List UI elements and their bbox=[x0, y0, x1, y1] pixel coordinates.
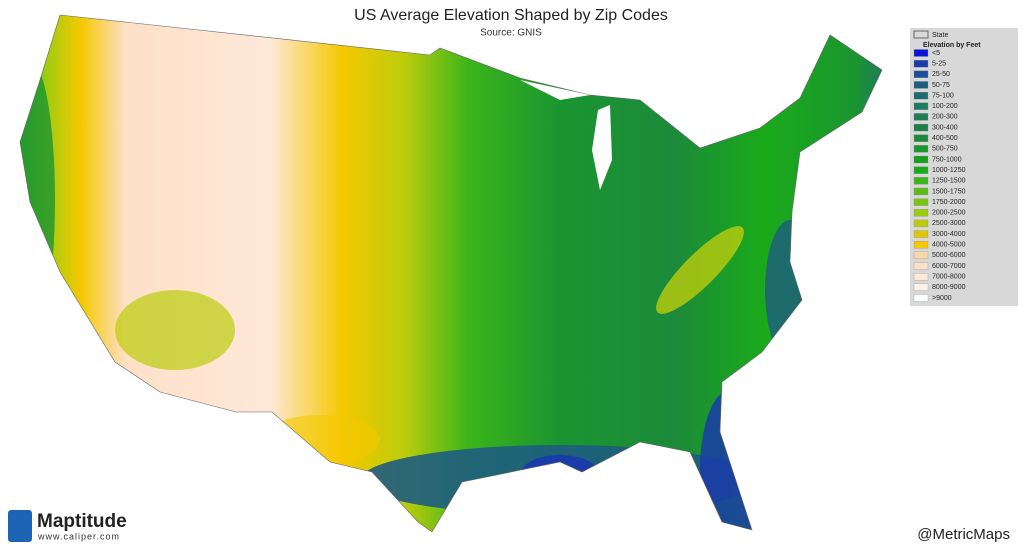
legend-label: 25-50 bbox=[932, 71, 950, 78]
legend-swatch bbox=[913, 70, 929, 78]
legend-label: 300-400 bbox=[932, 124, 958, 131]
legend-swatch bbox=[913, 198, 929, 206]
legend-swatch bbox=[913, 219, 929, 228]
legend-label: 7000-8000 bbox=[932, 273, 966, 280]
legend-swatch bbox=[913, 155, 929, 164]
legend-label: <5 bbox=[932, 50, 940, 57]
lake-superior bbox=[520, 80, 590, 100]
legend-label: 75-100 bbox=[932, 92, 954, 99]
legend-label: 50-75 bbox=[932, 82, 950, 89]
legend-label: 5-25 bbox=[932, 60, 946, 67]
legend-swatch bbox=[913, 113, 929, 121]
legend-label: 1250-1500 bbox=[932, 178, 966, 185]
state-swatch bbox=[913, 30, 929, 39]
legend-swatch bbox=[913, 49, 929, 57]
legend-label: 2000-2500 bbox=[932, 210, 966, 217]
map-subtitle: Source: GNIS bbox=[480, 28, 542, 39]
legend-label: 3000-4000 bbox=[932, 231, 966, 238]
legend-swatch bbox=[913, 251, 929, 260]
logo-icon bbox=[8, 510, 32, 542]
legend-label: 1000-1250 bbox=[932, 167, 966, 174]
lake-michigan bbox=[592, 105, 612, 190]
legend-swatch bbox=[913, 209, 929, 217]
legend-label: 4000-5000 bbox=[932, 242, 966, 249]
legend-swatch bbox=[913, 123, 929, 132]
legend-swatch bbox=[913, 262, 929, 270]
legend-swatch bbox=[913, 177, 929, 185]
legend-swatch bbox=[913, 241, 929, 249]
legend-label: 6000-7000 bbox=[932, 263, 966, 270]
legend-swatch bbox=[913, 283, 929, 291]
legend-swatch bbox=[913, 81, 929, 89]
legend: State Elevation by Feet <5 5-25 25-50 50-75… bbox=[910, 28, 1018, 306]
legend-label: 400-500 bbox=[932, 135, 958, 142]
map-title: US Average Elevation Shaped by Zip Codes bbox=[354, 7, 668, 24]
elevation-map bbox=[20, 15, 882, 532]
legend-swatch bbox=[913, 60, 929, 68]
legend-title: Elevation by Feet bbox=[923, 42, 981, 49]
legend-swatch bbox=[913, 294, 929, 302]
legend-label: 750-1000 bbox=[932, 156, 962, 163]
legend-label: >9000 bbox=[932, 295, 952, 302]
legend-label: 5000-6000 bbox=[932, 252, 966, 259]
legend-swatch bbox=[913, 102, 929, 110]
legend-swatch bbox=[913, 91, 929, 100]
logo-url: www.caliper.com bbox=[37, 531, 120, 541]
legend-label: 1750-2000 bbox=[932, 199, 966, 206]
legend-label: 8000-9000 bbox=[932, 284, 966, 291]
legend-swatch bbox=[913, 145, 929, 153]
legend-swatch bbox=[913, 187, 929, 196]
state-label: State bbox=[932, 32, 948, 39]
credit: @MetricMaps bbox=[917, 526, 1010, 543]
legend-label: 200-300 bbox=[932, 114, 958, 121]
legend-label: 500-750 bbox=[932, 146, 958, 153]
legend-swatch bbox=[913, 166, 929, 174]
logo-name: Maptitude bbox=[37, 511, 127, 532]
legend-label: 100-200 bbox=[932, 103, 958, 110]
legend-label: 1500-1750 bbox=[932, 188, 966, 195]
legend-swatch bbox=[913, 230, 929, 238]
legend-label: 2500-3000 bbox=[932, 220, 966, 227]
legend-swatch bbox=[913, 134, 929, 142]
legend-swatch bbox=[913, 272, 929, 281]
